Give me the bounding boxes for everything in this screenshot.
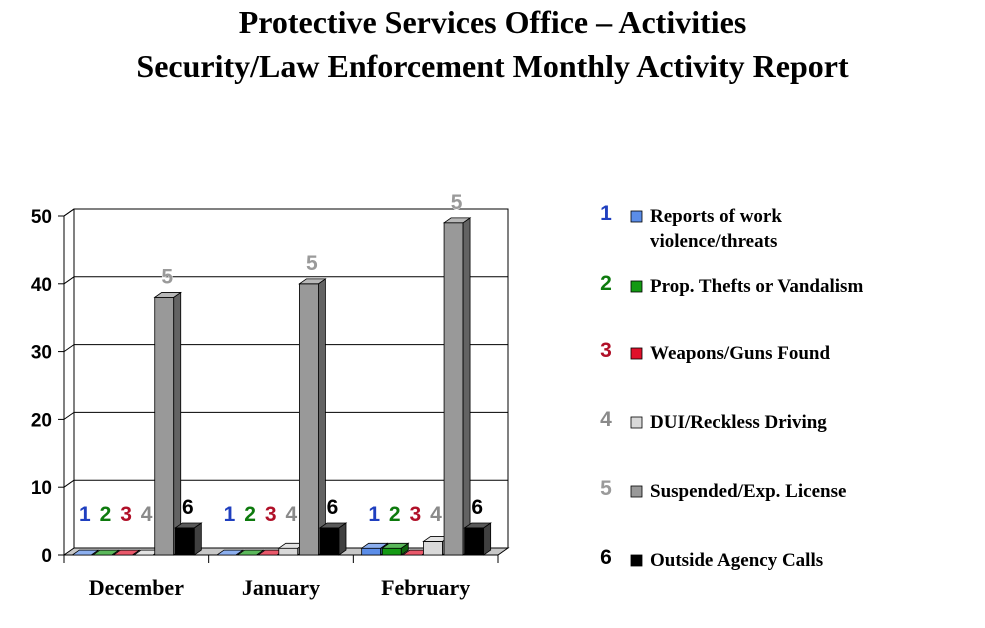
y-tick-label: 40 (31, 275, 52, 296)
bar (443, 222, 464, 556)
bar-side (483, 522, 492, 556)
data-label: 6 (327, 496, 339, 519)
x-category-label: February (381, 575, 470, 600)
chart-title-line1: Protective Services Office – Activities (238, 4, 747, 40)
bar-top (442, 217, 472, 224)
bar-top (71, 549, 100, 556)
data-label: 6 (182, 496, 194, 519)
legend-label: Outside Agency Calls (650, 550, 823, 571)
back-wall (73, 208, 509, 549)
data-label: 2 (244, 503, 256, 526)
legend-swatch (630, 416, 643, 429)
y-tick-label: 0 (41, 546, 52, 567)
bar (381, 547, 402, 556)
y-tick-label: 20 (31, 410, 52, 431)
x-category-label: January (242, 575, 320, 600)
data-label: 3 (120, 503, 132, 526)
bar-top (380, 542, 410, 549)
legend-number: 2 (600, 272, 612, 295)
y-tick-label: 50 (31, 207, 52, 228)
data-label: 3 (265, 503, 277, 526)
gridline-side (63, 276, 75, 285)
data-label: 3 (410, 503, 422, 526)
x-category-label: December (89, 575, 185, 600)
legend-number: 3 (600, 339, 612, 362)
data-label: 1 (368, 503, 380, 526)
bar-top (360, 542, 389, 549)
gridline-side (63, 344, 75, 353)
legend-swatch (630, 210, 643, 223)
y-tick-label: 30 (31, 343, 52, 364)
bar-top (91, 549, 121, 556)
side-wall-top (63, 208, 75, 217)
legend-label: Weapons/Guns Found (650, 343, 830, 364)
data-label: 4 (285, 503, 297, 526)
legend-swatch (630, 280, 643, 293)
bar-top (153, 292, 183, 298)
data-label: 5 (161, 265, 173, 288)
data-label: 4 (430, 503, 442, 526)
legend-number: 6 (600, 546, 612, 569)
bar-top (215, 549, 245, 556)
bar (154, 296, 175, 556)
bar-side (462, 217, 471, 556)
legend-number: 1 (600, 202, 612, 225)
bar (361, 547, 382, 556)
legend-number: 5 (600, 477, 612, 500)
legend-swatch (630, 554, 643, 567)
legend-label: violence/threats (650, 231, 777, 252)
gridline-side (63, 411, 75, 420)
bar (423, 541, 443, 556)
data-label: 1 (79, 503, 91, 526)
y-tick-label: 10 (31, 478, 52, 499)
bar-top (174, 522, 203, 529)
bar-side (173, 291, 182, 556)
legend-swatch (630, 347, 643, 360)
bar-top (298, 278, 327, 285)
legend-label: Suspended/Exp. License (650, 481, 846, 502)
bar-top (318, 522, 348, 529)
legend-swatch (630, 485, 643, 498)
legend-number: 4 (600, 408, 612, 431)
bar (278, 547, 299, 556)
data-label: 5 (306, 252, 318, 275)
bar-side (338, 522, 347, 556)
bar-top (463, 522, 492, 529)
chart-title-line2: Security/Law Enforcement Monthly Activit… (136, 48, 849, 84)
bar (464, 527, 485, 556)
legend-label: Reports of work (650, 206, 782, 227)
data-label: 5 (451, 191, 463, 214)
legend-label: Prop. Thefts or Vandalism (650, 276, 863, 297)
bar (174, 527, 195, 556)
bar (298, 283, 319, 556)
legend-label: DUI/Reckless Driving (650, 412, 827, 433)
bar-top (236, 549, 265, 556)
gridline-side (63, 479, 75, 488)
data-label: 6 (471, 496, 483, 519)
data-label: 4 (141, 503, 153, 526)
bar-top (112, 549, 141, 556)
data-label: 2 (100, 503, 112, 526)
bar-side (318, 278, 326, 556)
bar (319, 527, 340, 556)
data-label: 1 (224, 503, 236, 526)
data-label: 2 (389, 503, 401, 526)
bar-side (193, 522, 202, 556)
